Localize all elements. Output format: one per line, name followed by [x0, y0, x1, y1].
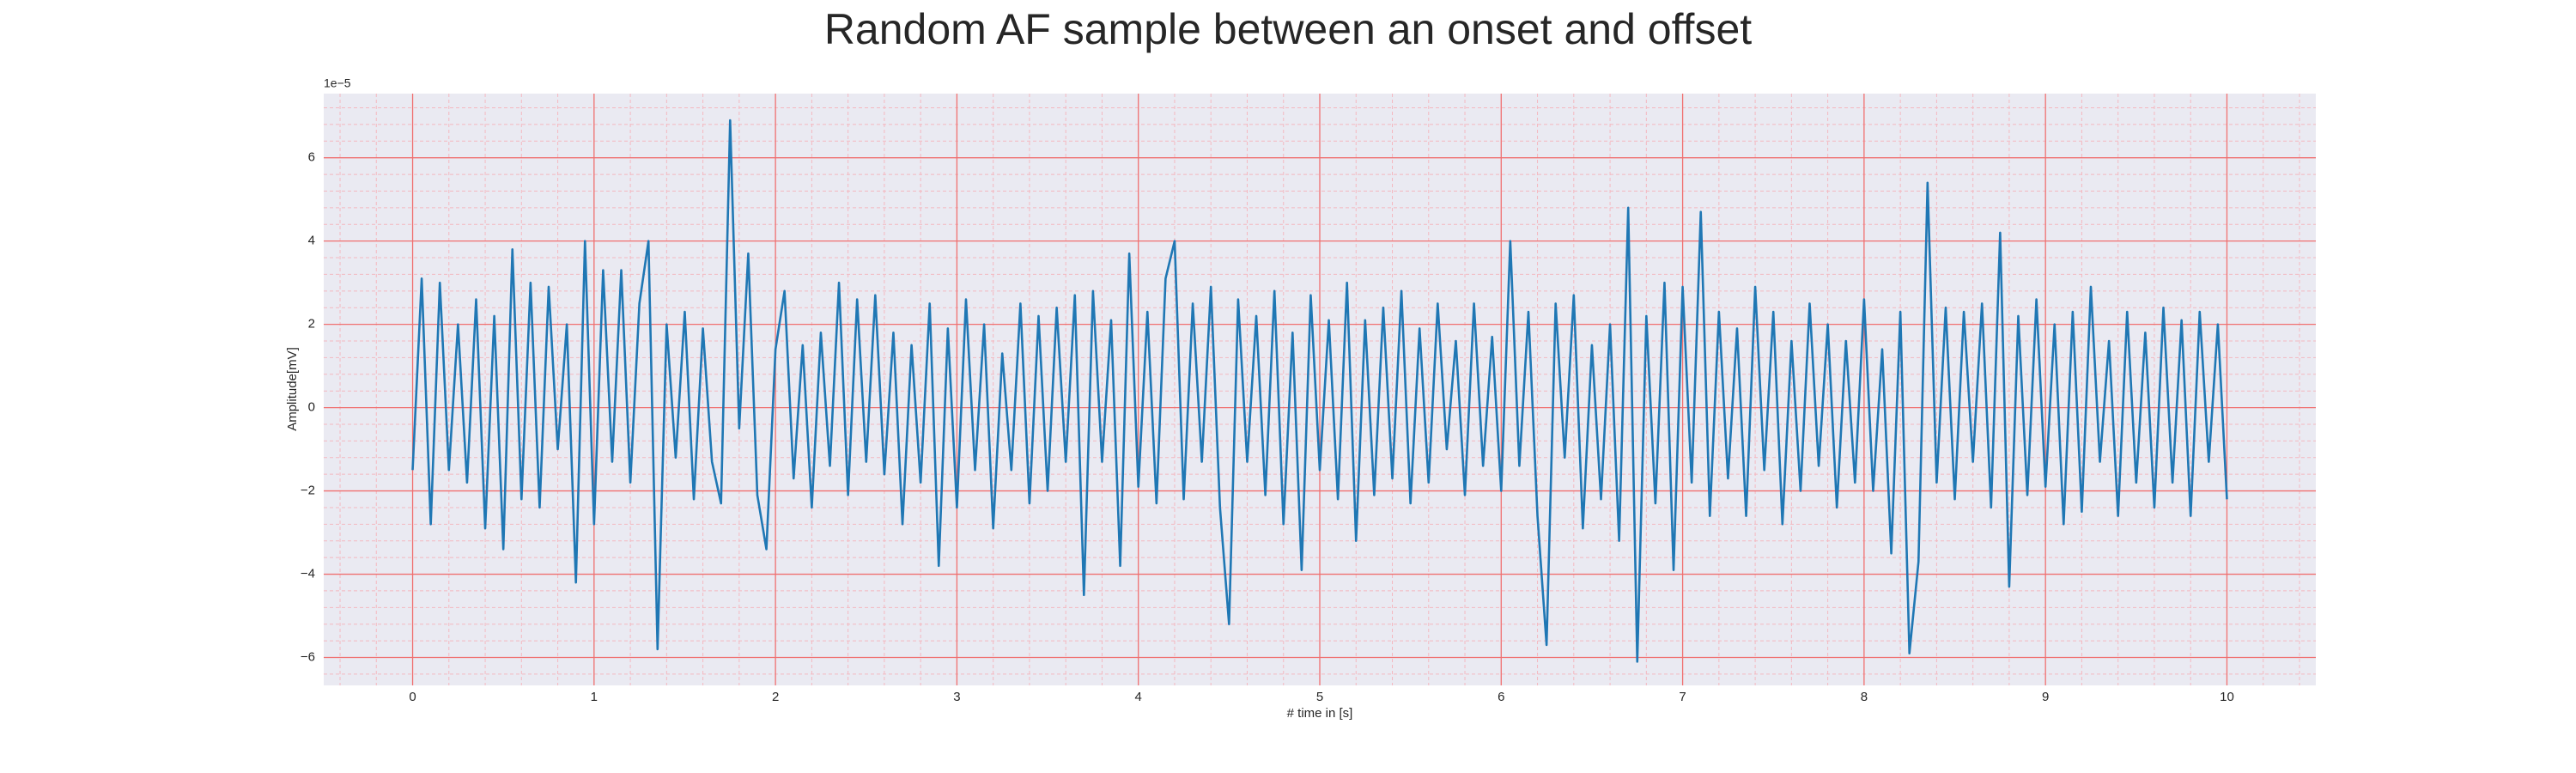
x-axis-label: # time in [s] [1287, 706, 1353, 721]
y-tick-label: 0 [308, 400, 315, 415]
y-tick-label: −4 [301, 567, 315, 581]
y-tick-label: −2 [301, 484, 315, 498]
x-tick-label: 6 [1498, 690, 1504, 704]
y-tick-label: 2 [308, 317, 315, 332]
x-tick-label: 7 [1679, 690, 1686, 704]
y-tick-label: −6 [301, 649, 315, 664]
plot-area [411, 119, 2228, 663]
x-tick-label: 8 [1861, 690, 1868, 704]
x-tick-label: 9 [2042, 690, 2049, 704]
x-tick-label: 10 [2220, 690, 2234, 704]
signal-line [411, 119, 2228, 663]
x-tick-label: 2 [772, 690, 779, 704]
y-axis-label: Amplitude[mV] [285, 347, 300, 431]
x-tick-label: 4 [1135, 690, 1142, 704]
x-tick-label: 3 [953, 690, 960, 704]
x-tick-label: 5 [1316, 690, 1323, 704]
x-tick-label: 1 [591, 690, 598, 704]
y-tick-label: 4 [308, 234, 315, 248]
y-offset-label: 1e−5 [324, 76, 351, 90]
x-tick-label: 0 [409, 690, 416, 704]
chart-title: Random AF sample between an onset and of… [824, 5, 1752, 53]
y-tick-label: 6 [308, 150, 315, 165]
